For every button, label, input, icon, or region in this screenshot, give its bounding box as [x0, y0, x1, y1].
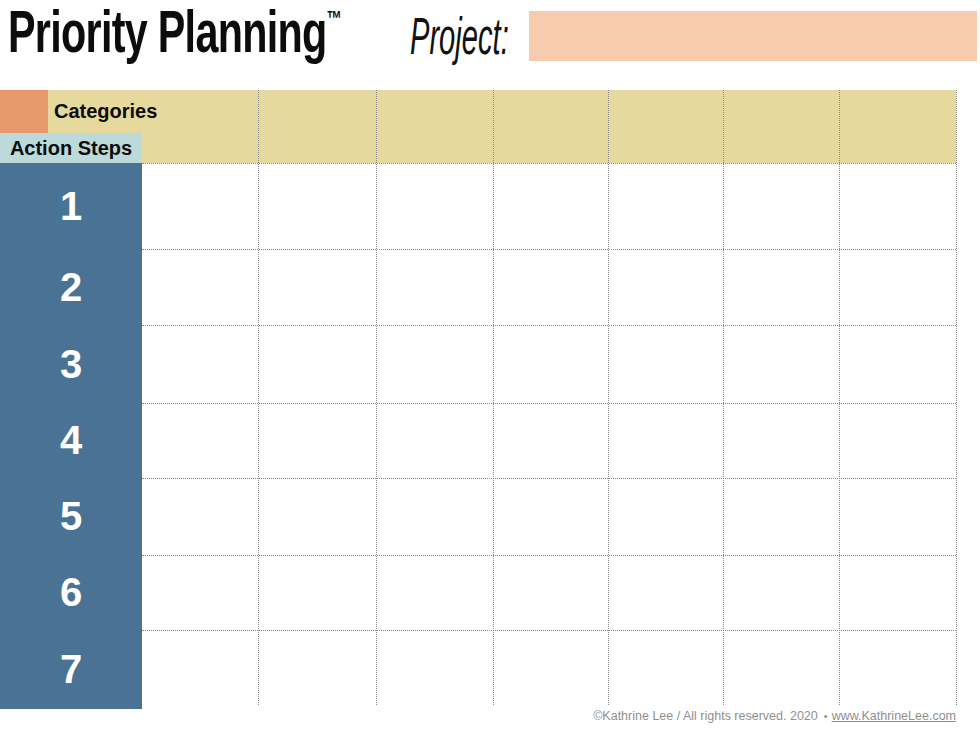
- grid-cell-r3-c2[interactable]: [259, 326, 376, 403]
- project-label: Project:: [410, 10, 509, 62]
- grid-cell-r2-c4[interactable]: [494, 250, 608, 325]
- category-cell-6[interactable]: [724, 91, 839, 162]
- action-step-number-5: 5: [0, 478, 142, 555]
- grid-cell-r1-c3[interactable]: [377, 164, 493, 249]
- categories-label: Categories: [48, 90, 157, 133]
- grid-cell-r3-c3[interactable]: [377, 326, 493, 403]
- grid-cell-r2-c5[interactable]: [609, 250, 723, 325]
- action-step-number-2: 2: [0, 249, 142, 325]
- grid-cell-r5-c7[interactable]: [840, 479, 956, 555]
- grid-cell-r3-c6[interactable]: [724, 326, 839, 403]
- grid-right-border: [956, 90, 957, 705]
- grid-cell-r5-c5[interactable]: [609, 479, 723, 555]
- grid-cell-r2-c6[interactable]: [724, 250, 839, 325]
- grid-cell-r5-c4[interactable]: [494, 479, 608, 555]
- footer: ©Kathrine Lee / All rights reserved. 202…: [593, 709, 956, 723]
- grid-cell-r1-c4[interactable]: [494, 164, 608, 249]
- grid-cell-r2-c3[interactable]: [377, 250, 493, 325]
- grid-cell-r5-c6[interactable]: [724, 479, 839, 555]
- grid-cell-r3-c5[interactable]: [609, 326, 723, 403]
- action-step-number-6: 6: [0, 555, 142, 630]
- grid-cell-r4-c1[interactable]: [143, 404, 258, 478]
- grid-cell-r6-c7[interactable]: [840, 556, 956, 630]
- grid-cell-r4-c3[interactable]: [377, 404, 493, 478]
- grid-cell-r6-c4[interactable]: [494, 556, 608, 630]
- category-cell-5[interactable]: [609, 91, 723, 162]
- grid-cell-r4-c5[interactable]: [609, 404, 723, 478]
- action-step-number-3: 3: [0, 325, 142, 403]
- category-cell-7[interactable]: [840, 91, 956, 162]
- grid-cell-r2-c2[interactable]: [259, 250, 376, 325]
- grid-cell-r6-c1[interactable]: [143, 556, 258, 630]
- website-link[interactable]: www.KathrineLee.com: [832, 709, 956, 723]
- action-steps-column: 1234567: [0, 163, 142, 709]
- grid-cell-r7-c6[interactable]: [724, 631, 839, 705]
- grid-cell-r6-c6[interactable]: [724, 556, 839, 630]
- action-step-number-4: 4: [0, 403, 142, 478]
- grid-cell-r2-c7[interactable]: [840, 250, 956, 325]
- grid-cell-r2-c1[interactable]: [143, 250, 258, 325]
- trademark-symbol: ™: [327, 6, 342, 31]
- category-cell-3[interactable]: [377, 91, 493, 162]
- grid-cell-r3-c1[interactable]: [143, 326, 258, 403]
- grid-cell-r1-c1[interactable]: [143, 164, 258, 249]
- grid-cell-r1-c7[interactable]: [840, 164, 956, 249]
- grid-cell-r7-c1[interactable]: [143, 631, 258, 705]
- grid-cell-r7-c5[interactable]: [609, 631, 723, 705]
- corner-orange-square: [0, 90, 48, 133]
- grid-cell-r4-c2[interactable]: [259, 404, 376, 478]
- grid-cell-r7-c4[interactable]: [494, 631, 608, 705]
- app-logo-text: Priority Planning™: [8, 2, 342, 64]
- grid-cell-r5-c2[interactable]: [259, 479, 376, 555]
- grid-cell-r3-c4[interactable]: [494, 326, 608, 403]
- category-cell-4[interactable]: [494, 91, 608, 162]
- project-name-input[interactable]: [529, 11, 977, 61]
- copyright-text: ©Kathrine Lee / All rights reserved. 202…: [593, 709, 818, 723]
- grid-cell-r6-c5[interactable]: [609, 556, 723, 630]
- grid-cell-r7-c7[interactable]: [840, 631, 956, 705]
- grid-cell-r1-c5[interactable]: [609, 164, 723, 249]
- title-text: Priority Planning: [8, 0, 327, 65]
- grid-cell-r6-c2[interactable]: [259, 556, 376, 630]
- category-cell-2[interactable]: [259, 91, 376, 162]
- grid-cell-r5-c3[interactable]: [377, 479, 493, 555]
- category-cell-1[interactable]: [143, 91, 258, 162]
- action-step-number-1: 1: [0, 163, 142, 249]
- grid-cell-r1-c6[interactable]: [724, 164, 839, 249]
- grid-cell-r1-c2[interactable]: [259, 164, 376, 249]
- bullet-separator: •: [824, 710, 828, 722]
- action-step-number-7: 7: [0, 630, 142, 709]
- grid-cell-r7-c2[interactable]: [259, 631, 376, 705]
- grid-cell-r4-c4[interactable]: [494, 404, 608, 478]
- grid-cell-r4-c7[interactable]: [840, 404, 956, 478]
- grid-cell-r7-c3[interactable]: [377, 631, 493, 705]
- action-steps-label: Action Steps: [0, 133, 142, 163]
- grid-cell-r3-c7[interactable]: [840, 326, 956, 403]
- grid-cell-r6-c3[interactable]: [377, 556, 493, 630]
- grid-cell-r5-c1[interactable]: [143, 479, 258, 555]
- grid-cell-r4-c6[interactable]: [724, 404, 839, 478]
